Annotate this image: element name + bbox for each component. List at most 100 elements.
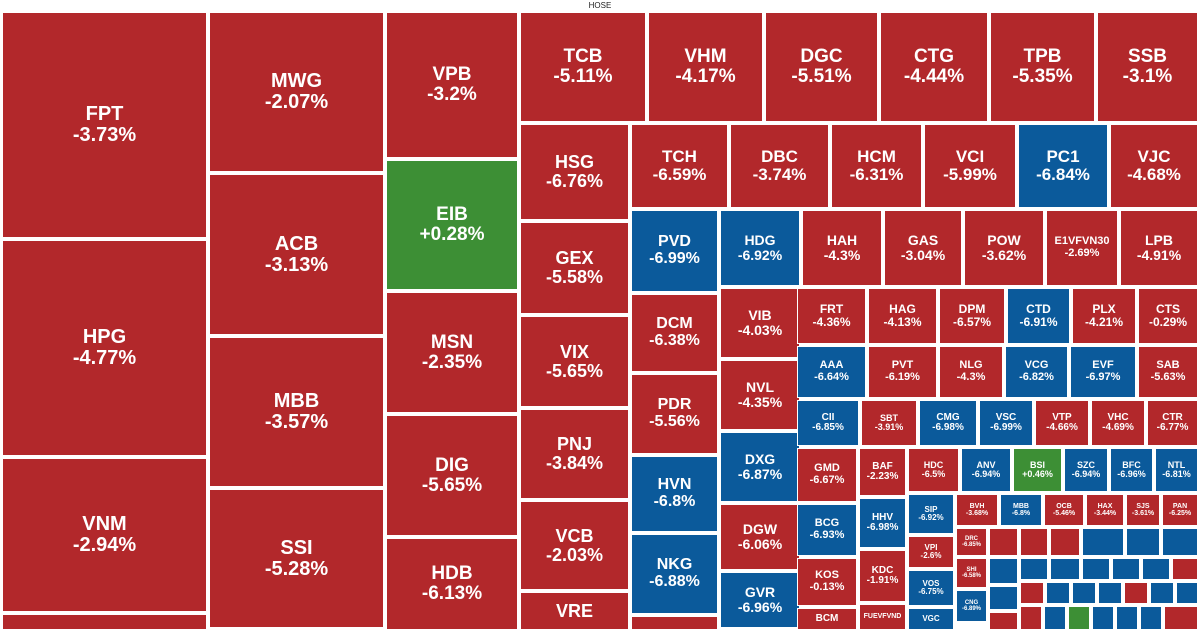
change: -3.68% bbox=[965, 510, 989, 517]
small-tile bbox=[1176, 582, 1198, 604]
small-tile bbox=[1142, 558, 1170, 580]
ticker: POW bbox=[987, 232, 1021, 249]
change: -3.57% bbox=[264, 411, 329, 433]
tile: TPB -5.35% bbox=[990, 12, 1095, 122]
change: -4.68% bbox=[1127, 165, 1181, 184]
ticker: KDC bbox=[871, 564, 894, 576]
tile: ACB -3.13% bbox=[209, 174, 384, 335]
change: -6.31% bbox=[849, 165, 904, 184]
change: -2.6% bbox=[920, 551, 942, 560]
tile: CTS -0.29% bbox=[1138, 288, 1198, 344]
tile: SSI -5.28% bbox=[209, 489, 384, 628]
change: -6.25% bbox=[1168, 510, 1192, 517]
change: -6.96% bbox=[1117, 469, 1146, 479]
change: -6.92% bbox=[737, 247, 783, 263]
tile: DGC -5.51% bbox=[765, 12, 878, 122]
change: -6.98% bbox=[866, 522, 899, 533]
ticker: HDB bbox=[431, 563, 473, 585]
tile: MBB -6.8% bbox=[1000, 494, 1042, 526]
change: -5.11% bbox=[553, 66, 613, 87]
tile: HAH -4.3% bbox=[802, 210, 882, 286]
change: -6.88% bbox=[649, 573, 700, 590]
ticker: TPB bbox=[1023, 46, 1062, 68]
ticker: KOS bbox=[815, 569, 839, 582]
small-tile bbox=[1046, 582, 1070, 604]
ticker: PVT bbox=[891, 359, 914, 372]
change: -0.29% bbox=[1148, 315, 1188, 329]
small-tile bbox=[1072, 582, 1096, 604]
change: -2.69% bbox=[1064, 247, 1100, 259]
change: -5.63% bbox=[1150, 371, 1186, 383]
change: -5.51% bbox=[791, 66, 852, 87]
ticker: MBB bbox=[273, 390, 320, 412]
ticker: NVL bbox=[746, 379, 774, 396]
ticker: NKG bbox=[656, 556, 693, 574]
tile: VCI -5.99% bbox=[924, 124, 1016, 208]
ticker: VTP bbox=[1052, 411, 1072, 423]
change: -6.77% bbox=[1156, 422, 1189, 433]
small-tile bbox=[989, 586, 1018, 610]
change: -4.21% bbox=[1084, 315, 1124, 329]
tile: PAN -6.25% bbox=[1162, 494, 1198, 526]
tile: PVT -6.19% bbox=[868, 346, 937, 398]
ticker: GEX bbox=[555, 248, 594, 269]
change: -3.91% bbox=[874, 422, 904, 432]
tile: CNG -6.89% bbox=[956, 590, 987, 622]
small-tile bbox=[1050, 528, 1080, 556]
ticker: VIB bbox=[748, 307, 772, 324]
change: -4.91% bbox=[1136, 247, 1182, 263]
small-tile bbox=[1092, 606, 1114, 630]
ticker: GMD bbox=[814, 462, 840, 475]
ticker: VSC bbox=[995, 411, 1017, 423]
tile: SIP -6.92% bbox=[908, 494, 954, 534]
ticker: CMG bbox=[936, 411, 960, 423]
change: -6.91% bbox=[1019, 315, 1058, 329]
tile: VTP -4.66% bbox=[1035, 400, 1089, 446]
tile: FRT -4.36% bbox=[797, 288, 866, 344]
tile: POW -3.62% bbox=[964, 210, 1044, 286]
ticker: FPT bbox=[85, 103, 124, 125]
ticker: VPI bbox=[924, 542, 938, 552]
tile: LPB -4.91% bbox=[1120, 210, 1198, 286]
ticker: VHC bbox=[1107, 411, 1129, 423]
ticker: TCB bbox=[563, 46, 603, 68]
change: -2.03% bbox=[545, 544, 604, 565]
tile: NKG -6.88% bbox=[631, 534, 718, 614]
ticker: SIP bbox=[924, 504, 938, 514]
ticker: HVN bbox=[657, 476, 692, 494]
ticker: GVR bbox=[744, 584, 776, 601]
tile: VHC -4.69% bbox=[1091, 400, 1145, 446]
ticker: VRE bbox=[555, 600, 593, 621]
tile: HDC -6.5% bbox=[908, 448, 959, 492]
small-tile bbox=[1126, 528, 1160, 556]
ticker: FRT bbox=[819, 302, 844, 317]
tile: GEX -5.58% bbox=[520, 222, 629, 314]
ticker: VPB bbox=[432, 64, 472, 86]
tile: SAB -5.63% bbox=[1138, 346, 1198, 398]
tile: FUEVFVND bbox=[859, 604, 906, 630]
change: -3.04% bbox=[900, 247, 946, 263]
tile: VCG -6.82% bbox=[1005, 346, 1068, 398]
change: -6.38% bbox=[649, 332, 700, 349]
ticker: VIX bbox=[559, 341, 589, 362]
ticker: SAB bbox=[1156, 359, 1180, 372]
ticker: ACB bbox=[274, 232, 319, 255]
tile: GVR -6.96% bbox=[720, 572, 800, 628]
ticker: VGC bbox=[922, 613, 940, 623]
change: -6.58% bbox=[961, 573, 981, 579]
ticker: GAS bbox=[907, 232, 939, 249]
tile: CII -6.85% bbox=[797, 400, 859, 446]
ticker: DIG bbox=[435, 454, 469, 476]
change: -6.8% bbox=[1011, 510, 1031, 517]
ticker: CTD bbox=[1026, 302, 1051, 317]
ticker: E1VFVN30 bbox=[1054, 235, 1110, 248]
change: -4.3% bbox=[823, 247, 861, 263]
ticker: SSI bbox=[280, 536, 313, 559]
small-tile bbox=[989, 528, 1018, 556]
small-tile bbox=[1020, 528, 1048, 556]
small-tile bbox=[1082, 558, 1110, 580]
change: -4.35% bbox=[737, 394, 783, 410]
ticker: VCB bbox=[555, 525, 594, 546]
change: -3.13% bbox=[264, 253, 329, 276]
tile: CTR -6.77% bbox=[1147, 400, 1198, 446]
